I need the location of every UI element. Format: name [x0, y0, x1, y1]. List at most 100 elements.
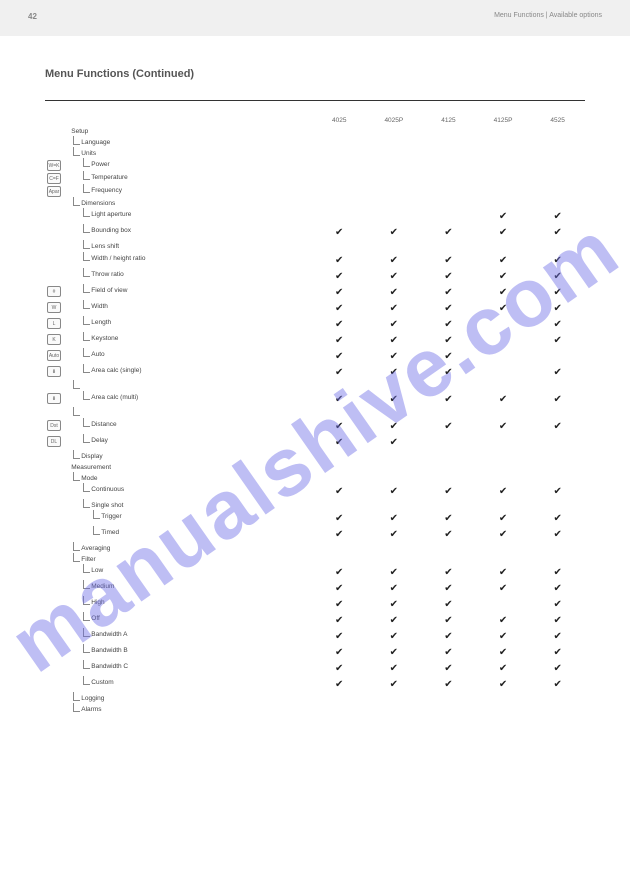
check-cell: ✔ — [530, 225, 585, 241]
checkmark-icon: ✔ — [444, 529, 452, 540]
check-cell — [476, 126, 531, 137]
check-cell — [530, 241, 585, 252]
row-icon: C=F — [47, 173, 61, 184]
checkmark-icon: ✔ — [390, 367, 398, 378]
check-cell: ✔ — [421, 392, 476, 408]
check-cell: ✔ — [530, 661, 585, 677]
check-cell: ✔ — [476, 527, 531, 543]
checkmark-icon: ✔ — [553, 663, 561, 674]
row-icon-cell — [45, 693, 69, 704]
checkmark-icon: ✔ — [553, 679, 561, 690]
checkmark-icon: ✔ — [390, 513, 398, 524]
checkmark-icon: ✔ — [390, 615, 398, 626]
row-icon-cell: K — [45, 333, 69, 349]
row-icon-cell — [45, 241, 69, 252]
check-cell: ✔ — [367, 301, 422, 317]
check-cell: ✔ — [421, 613, 476, 629]
checkmark-icon: ✔ — [335, 486, 343, 497]
checkmark-icon: ✔ — [553, 486, 561, 497]
row-label-cell: Setup — [69, 126, 312, 137]
checkmark-icon: ✔ — [444, 227, 452, 238]
checkmark-icon: ✔ — [553, 567, 561, 578]
checkmark-icon: ✔ — [390, 351, 398, 362]
row-icon-cell: Apar — [45, 185, 69, 198]
row-label-cell — [69, 408, 312, 419]
check-cell — [367, 185, 422, 198]
check-cell: ✔ — [421, 333, 476, 349]
check-cell: ✔ — [421, 365, 476, 381]
checkmark-icon: ✔ — [335, 367, 343, 378]
checkmark-icon: ✔ — [553, 513, 561, 524]
check-cell — [312, 543, 367, 554]
check-cell: ✔ — [312, 349, 367, 365]
row-icon-cell: ⬇ — [45, 392, 69, 408]
row-label: Low — [71, 567, 103, 574]
check-cell — [476, 241, 531, 252]
check-cell — [530, 185, 585, 198]
table-row: Light aperture✔✔ — [45, 209, 585, 225]
row-icon-cell — [45, 253, 69, 269]
row-label-cell: Single shot — [69, 500, 312, 511]
page-title: Menu Functions (Continued) — [45, 68, 194, 80]
check-cell — [530, 381, 585, 392]
check-cell: ✔ — [421, 661, 476, 677]
check-cell: ✔ — [530, 484, 585, 500]
row-label-cell: Area calc (multi) — [69, 392, 312, 408]
row-label: Display — [71, 453, 102, 460]
checkmark-icon: ✔ — [335, 319, 343, 330]
checkmark-icon: ✔ — [499, 513, 507, 524]
checkmark-icon: ✔ — [335, 394, 343, 405]
check-cell: ✔ — [312, 253, 367, 269]
check-cell — [367, 462, 422, 473]
row-label: Field of view — [71, 287, 127, 294]
checkmark-icon: ✔ — [335, 227, 343, 238]
check-cell — [367, 137, 422, 148]
checkmark-icon: ✔ — [444, 663, 452, 674]
row-icon-cell: DL — [45, 435, 69, 451]
check-cell — [367, 500, 422, 511]
check-cell — [312, 408, 367, 419]
row-label: Bandwidth C — [71, 663, 128, 670]
checkmark-icon: ✔ — [335, 663, 343, 674]
check-cell — [312, 241, 367, 252]
check-cell: ✔ — [421, 527, 476, 543]
row-label-cell: Length — [69, 317, 312, 333]
check-cell: ✔ — [312, 365, 367, 381]
check-cell — [421, 172, 476, 185]
row-label: Frequency — [71, 187, 122, 194]
check-cell: ✔ — [530, 565, 585, 581]
checkmark-icon: ✔ — [444, 255, 452, 266]
checkmark-icon: ✔ — [390, 529, 398, 540]
row-label-cell: Light aperture — [69, 209, 312, 225]
checkmark-icon: ✔ — [499, 647, 507, 658]
row-label: Area calc (single) — [71, 367, 141, 374]
check-cell: ✔ — [421, 253, 476, 269]
table-row: Bandwidth A✔✔✔✔✔ — [45, 629, 585, 645]
check-cell: ✔ — [530, 333, 585, 349]
table-row: WWidth✔✔✔✔✔ — [45, 301, 585, 317]
table-row: Alarms — [45, 704, 585, 715]
row-icon-cell: W=K — [45, 159, 69, 172]
check-cell — [421, 126, 476, 137]
checkmark-icon: ✔ — [553, 335, 561, 346]
row-label — [71, 410, 81, 417]
check-cell: ✔ — [530, 511, 585, 527]
row-icon-cell — [45, 613, 69, 629]
table-row: Continuous✔✔✔✔✔ — [45, 484, 585, 500]
checkmark-icon: ✔ — [444, 367, 452, 378]
row-label-cell: Mode — [69, 473, 312, 484]
row-label: Continuous — [71, 486, 124, 493]
check-cell — [476, 500, 531, 511]
row-label: Timed — [71, 529, 119, 536]
row-icon-cell — [45, 581, 69, 597]
check-cell: ✔ — [367, 365, 422, 381]
check-cell: ✔ — [367, 645, 422, 661]
check-cell — [367, 693, 422, 704]
check-cell — [312, 473, 367, 484]
check-cell: ✔ — [421, 677, 476, 693]
checkmark-icon: ✔ — [553, 631, 561, 642]
check-cell — [530, 462, 585, 473]
check-cell: ✔ — [476, 301, 531, 317]
check-cell — [312, 451, 367, 462]
row-icon-cell — [45, 645, 69, 661]
